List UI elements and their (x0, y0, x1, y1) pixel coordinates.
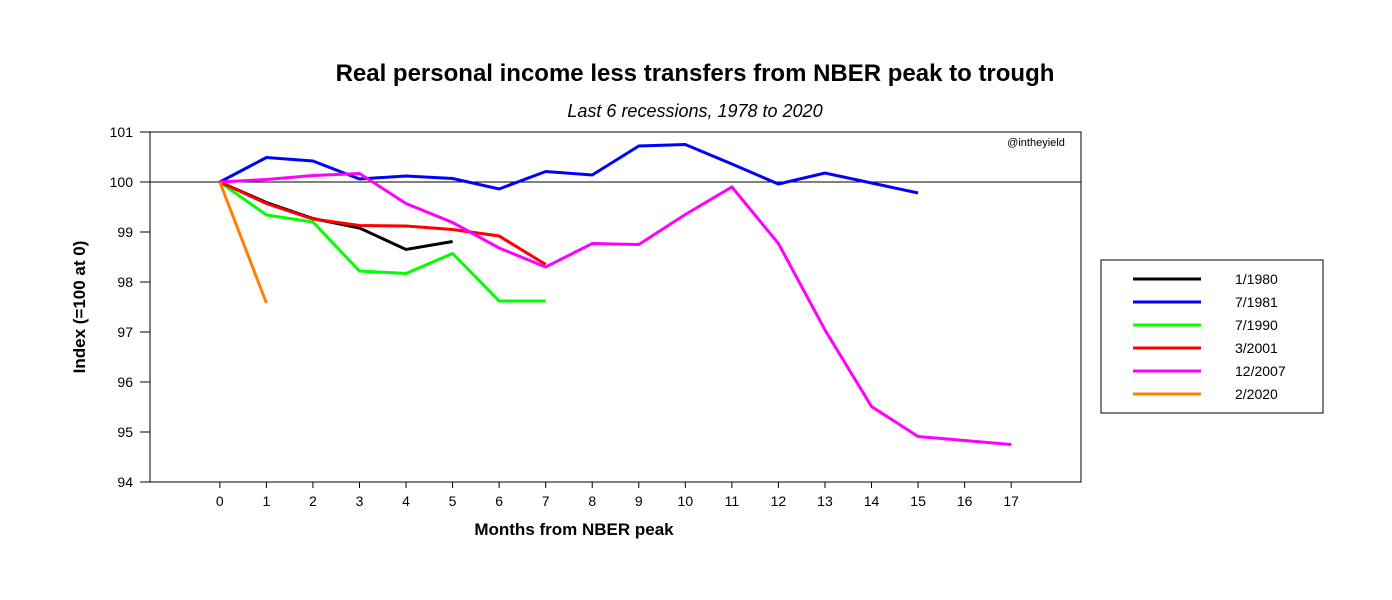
legend-label: 3/2001 (1235, 340, 1278, 356)
series-line-7-1990 (218, 180, 546, 303)
legend-label: 12/2007 (1235, 363, 1286, 379)
x-tick-label: 10 (678, 493, 694, 509)
y-axis: 94 95 96 97 98 99 100 101 (110, 124, 150, 490)
x-tick-label: 0 (216, 493, 224, 509)
x-tick-label: 7 (542, 493, 550, 509)
x-tick-label: 6 (495, 493, 503, 509)
plot-area (149, 131, 1082, 483)
x-tick-label: 2 (309, 493, 317, 509)
x-tick-label: 17 (1003, 493, 1019, 509)
y-tick-label: 96 (117, 374, 133, 390)
x-tick-label: 9 (635, 493, 643, 509)
y-tick-label: 101 (110, 124, 134, 140)
x-axis-label: Months from NBER peak (474, 520, 674, 539)
x-tick-label: 1 (262, 493, 270, 509)
series-line-3-2001 (219, 180, 547, 266)
watermark: @intheyield (1007, 137, 1065, 149)
x-tick-label: 13 (817, 493, 833, 509)
x-tick-label: 14 (864, 493, 880, 509)
chart-subtitle: Last 6 recessions, 1978 to 2020 (567, 101, 822, 121)
x-tick-label: 3 (356, 493, 364, 509)
series-line-12-2007 (219, 171, 1012, 446)
series-line-2-2020 (218, 181, 268, 304)
x-tick-label: 16 (957, 493, 973, 509)
x-tick-label: 12 (771, 493, 787, 509)
x-tick-label: 15 (910, 493, 926, 509)
series-layer (218, 142, 1012, 446)
x-tick-label: 5 (449, 493, 457, 509)
y-axis-label: Index (=100 at 0) (70, 241, 89, 374)
chart-title: Real personal income less transfers from… (336, 60, 1055, 87)
legend-label: 7/1990 (1235, 317, 1278, 333)
legend-label: 7/1981 (1235, 294, 1278, 310)
x-tick-label: 4 (402, 493, 410, 509)
x-axis: 0 1 2 3 4 5 6 7 8 9 10 11 12 13 14 15 16 17 (216, 482, 1019, 509)
y-tick-label: 99 (117, 224, 133, 240)
x-tick-label: 8 (588, 493, 596, 509)
y-tick-label: 97 (117, 324, 133, 340)
legend-box (1100, 259, 1324, 414)
y-tick-label: 95 (117, 424, 133, 440)
y-tick-label: 94 (117, 474, 133, 490)
legend-label: 1/1980 (1235, 271, 1278, 287)
series-line-7-1981 (219, 142, 919, 195)
plot-frame (149, 131, 1082, 483)
legend-label: 2/2020 (1235, 386, 1278, 402)
x-tick-label: 11 (725, 493, 740, 509)
legend: 1/1980 7/1981 7/1990 3/2001 12/2007 2/2020 (1100, 259, 1324, 414)
y-tick-label: 100 (110, 174, 134, 190)
y-tick-label: 98 (117, 274, 133, 290)
